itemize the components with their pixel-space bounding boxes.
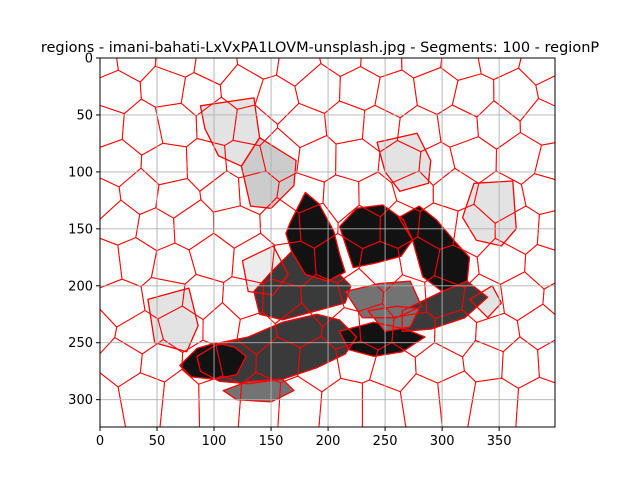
y-axis: 0 50 100 150 200 250 300: [68, 52, 100, 408]
region-7: [285, 192, 346, 282]
chart-title: regions - imani-bahati-LxVxPA1LOVM-unspl…: [41, 40, 600, 56]
region-12: [402, 281, 488, 332]
region-boundary-3: [461, 180, 517, 247]
region-5: [147, 288, 199, 352]
region-boundary-6: [468, 285, 503, 319]
y-tick-label: 100: [68, 165, 93, 180]
region-boundary-1: [240, 137, 297, 209]
region-boundary-13: [196, 313, 358, 385]
x-tick-label: 100: [202, 434, 227, 449]
region-boundary-14: [179, 342, 247, 380]
region-8: [339, 204, 413, 268]
y-tick-label: 300: [68, 393, 93, 408]
plot-frame: [99, 57, 556, 428]
x-tick-label: 200: [316, 434, 341, 449]
shaded-regions: [147, 97, 517, 402]
y-tick-label: 200: [68, 279, 93, 294]
region-boundary-7: [285, 191, 346, 282]
region-boundary-9: [398, 205, 471, 293]
plot-area: [100, 58, 555, 427]
region-boundary-11: [344, 280, 423, 319]
y-tick-label: 250: [68, 336, 93, 351]
x-tick-label: 0: [96, 434, 104, 449]
x-tick-label: 50: [149, 434, 166, 449]
region-2: [377, 133, 431, 192]
region-9: [398, 206, 470, 292]
segment-cell-boundary: [515, 376, 555, 427]
x-tick-label: 300: [430, 434, 455, 449]
region-boundary-12: [401, 280, 489, 332]
x-axis: 0 50 100 150 200 250 300 350: [96, 427, 512, 449]
region-14: [179, 342, 246, 380]
region-boundary-10: [253, 250, 352, 321]
region-boundary-4: [241, 245, 289, 296]
region-boundary-5: [147, 287, 199, 353]
y-tick-label: 0: [85, 52, 93, 67]
y-tick-label: 150: [68, 222, 93, 237]
segment-boundaries: [100, 58, 555, 427]
y-tick-label: 50: [76, 108, 93, 123]
x-tick-label: 250: [373, 434, 398, 449]
x-tick-label: 150: [259, 434, 284, 449]
region-boundary-16: [367, 305, 420, 332]
grid-lines: [100, 58, 555, 427]
x-tick-label: 350: [487, 434, 512, 449]
region-6: [469, 285, 502, 318]
